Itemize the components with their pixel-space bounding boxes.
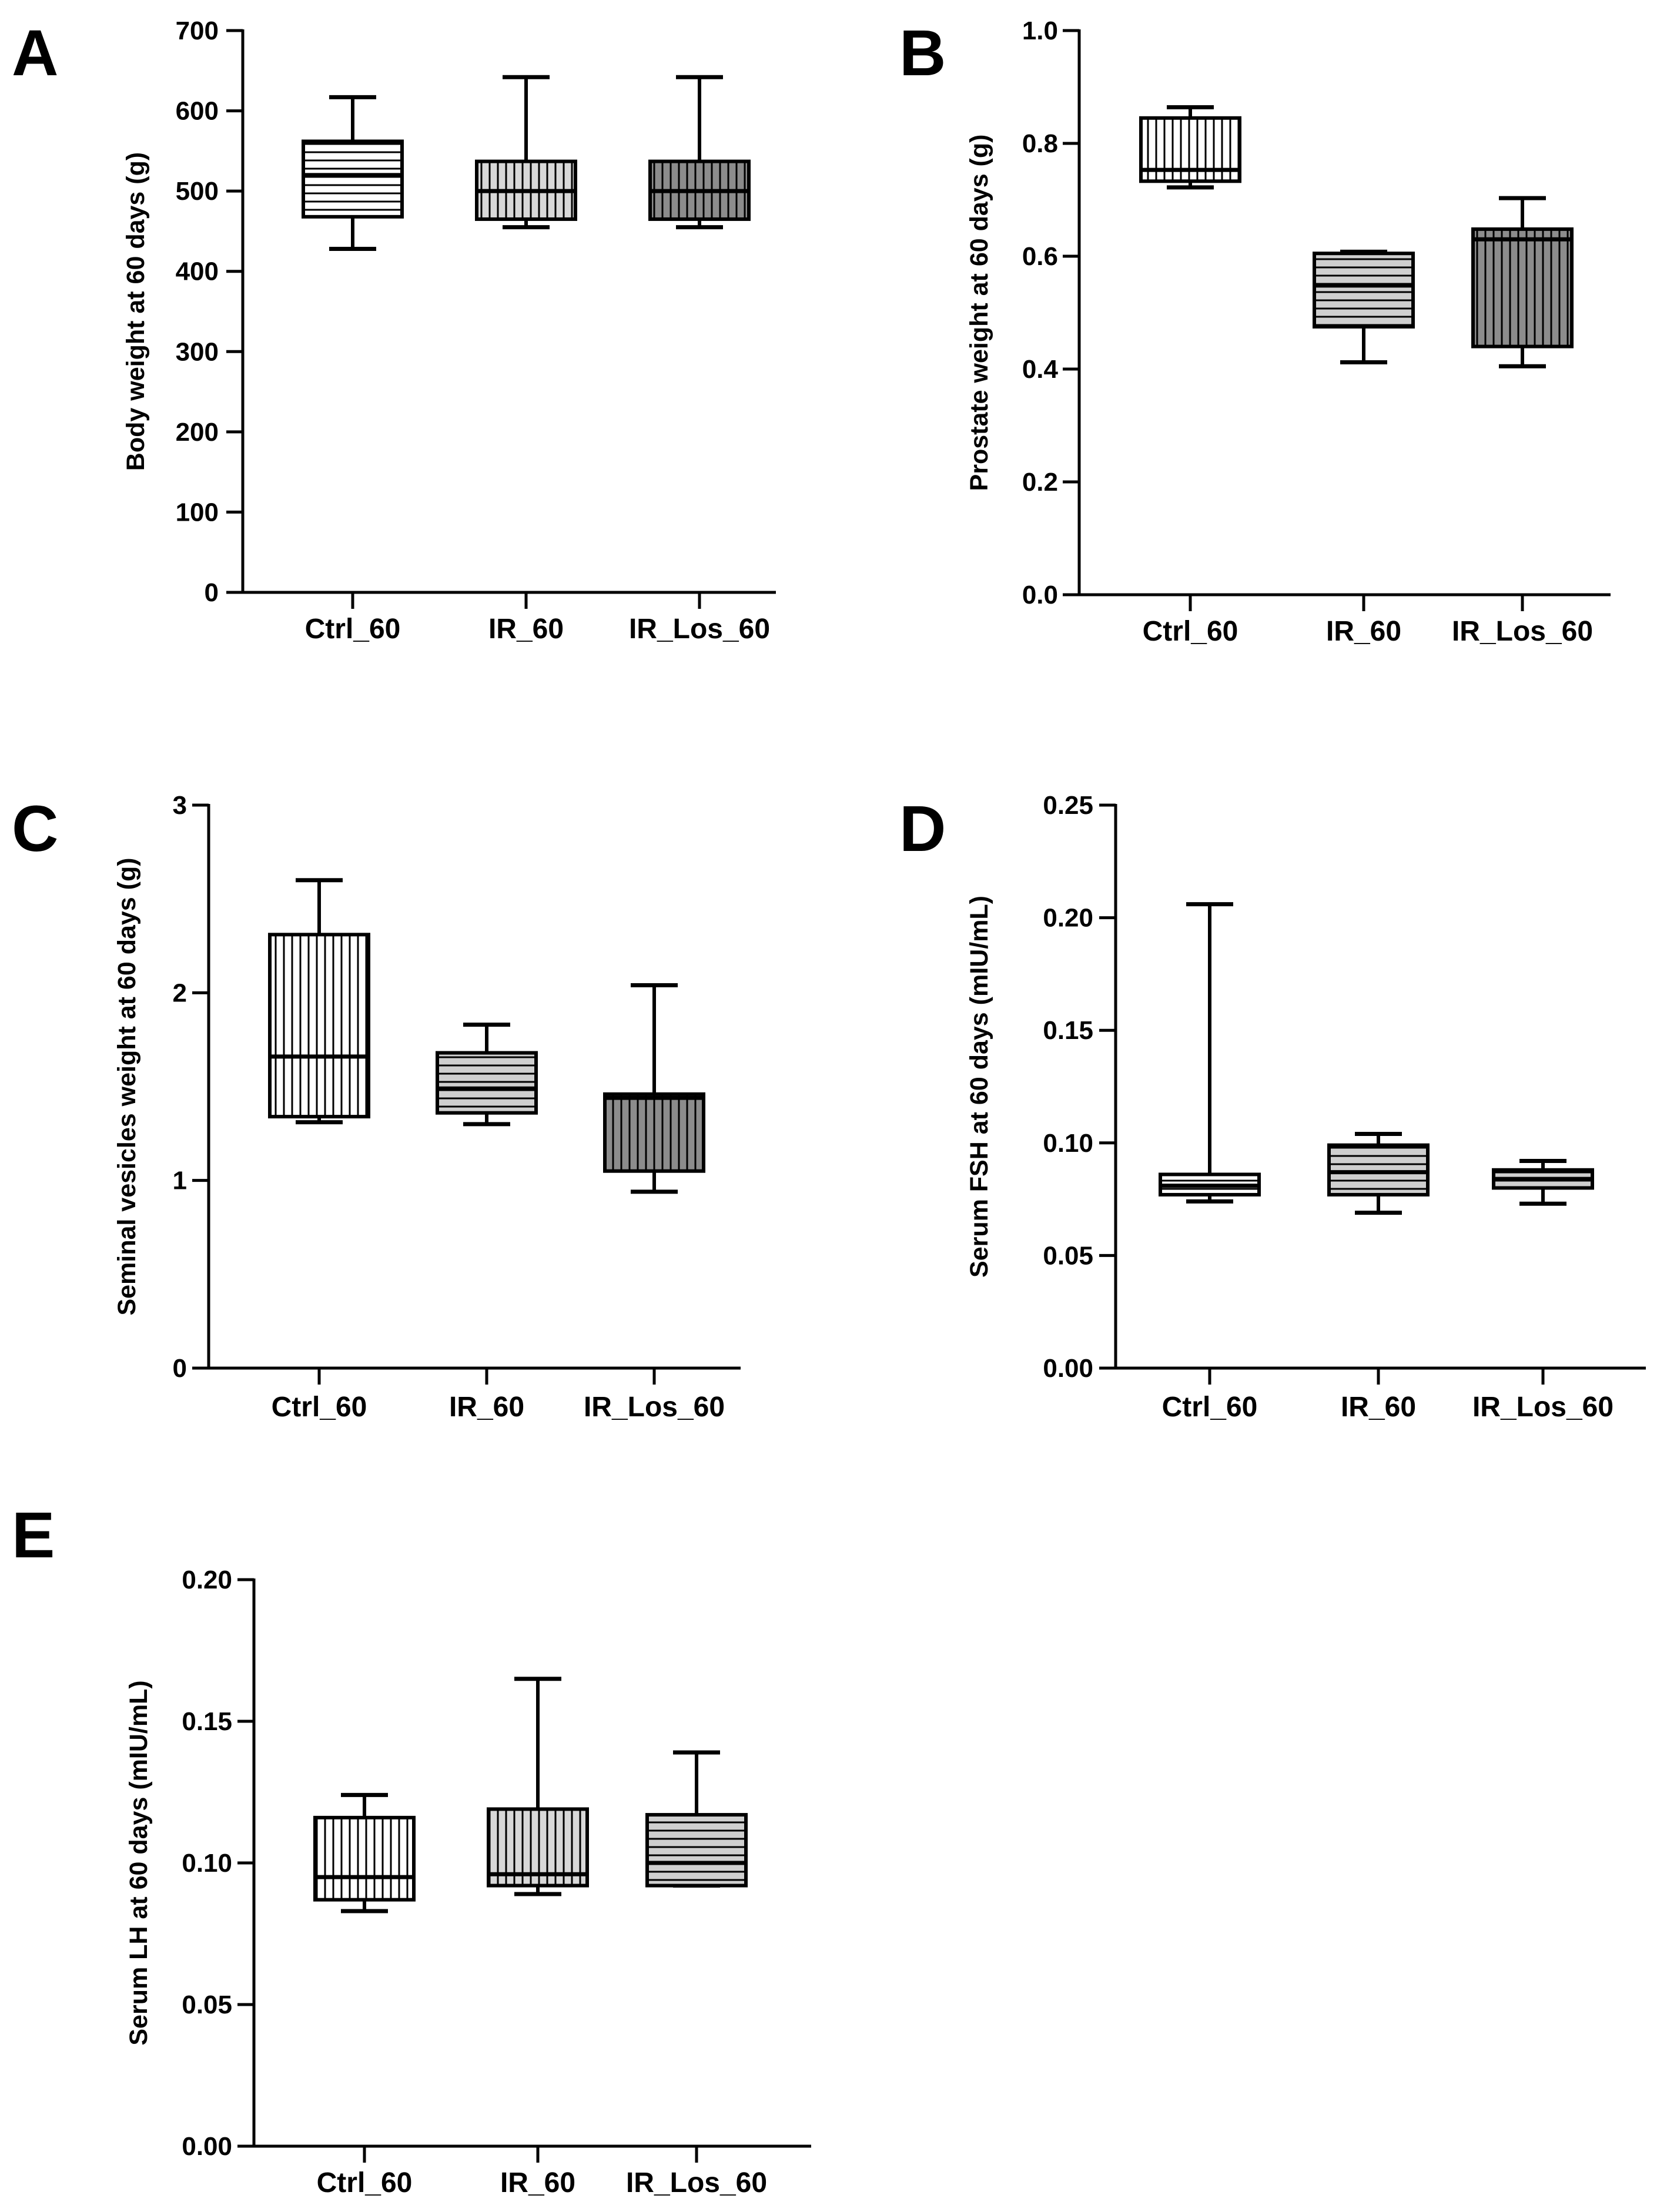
y-axis-title: Prostate weight at 60 days (g) [965,135,993,491]
y-tick-label: 500 [176,177,219,206]
x-category-label: IR_Los_60 [626,2167,767,2198]
box-iqr [313,1815,416,1902]
x-category-label: IR_Los_60 [629,614,770,645]
panel-letter: A [12,17,58,89]
box-ir-60: IR_60 [436,1023,538,1423]
y-tick-label: 0.05 [182,1990,232,2019]
y-tick-label: 0 [205,578,219,607]
box-iqr [1471,227,1574,348]
box-iqr [268,933,370,1119]
box-ir-los-60: IR_Los_60 [584,983,725,1423]
panel-letter: B [899,17,946,89]
chart-panel-c: C 0 1 2 3 Seminal vesicles weight at 60 days … [12,791,741,1423]
y-tick-label: 0 [173,1354,187,1383]
box-iqr [603,1092,705,1173]
y-tick-label: 0.10 [182,1849,232,1878]
box-ir-los-60: IR_Los_60 [1472,1158,1614,1423]
y-tick-label: 1 [173,1167,187,1195]
chart-panel-a: A 0 100 200 300 400 500 600 700 Body weight at 60… [12,16,776,645]
y-tick-label: 1.0 [1022,16,1058,45]
x-category-label: IR_60 [1341,1392,1416,1423]
y-axis-title: Serum FSH at 60 days (mIU/mL) [965,896,993,1278]
box-ir-60: IR_60 [487,1677,589,2198]
y-tick-label: 0.05 [1043,1241,1093,1270]
x-category-label: Ctrl_60 [272,1392,367,1423]
y-tick-label: 0.20 [182,1566,232,1594]
x-category-label: Ctrl_60 [1162,1392,1258,1423]
y-tick-label: 0.15 [1043,1016,1093,1045]
y-tick-label: 0.2 [1022,468,1058,497]
chart-panel-d: D 0.00 0.05 0.10 0.15 0.20 0.25 Serum FSH at 60… [899,791,1646,1423]
box-iqr [436,1051,538,1115]
y-axis-title: Seminal vesicles weight at 60 days (g) [113,857,141,1315]
box-ctrl-60: Ctrl_60 [1139,105,1241,647]
y-tick-label: 200 [176,418,219,447]
y-tick-label: 2 [173,978,187,1007]
box-iqr [1313,252,1415,329]
y-axis-title: Body weight at 60 days (g) [122,152,150,471]
y-tick-label: 600 [176,97,219,126]
x-category-label: IR_60 [1326,616,1401,647]
box-ctrl-60: Ctrl_60 [313,1792,416,2198]
y-tick-label: 300 [176,337,219,366]
y-tick-label: 400 [176,257,219,286]
x-category-label: IR_Los_60 [584,1392,725,1423]
box-ir-60: IR_60 [1313,249,1415,647]
box-iqr [302,139,404,219]
chart-panel-e: E 0.00 0.05 0.10 0.15 0.20 Serum LH at 60 days… [12,1499,811,2198]
x-category-label: IR_Los_60 [1452,616,1593,647]
x-category-label: IR_60 [449,1392,524,1423]
y-tick-label: 100 [176,498,219,527]
box-ir-los-60: IR_Los_60 [626,1750,767,2198]
x-category-label: Ctrl_60 [317,2167,413,2198]
y-tick-label: 0.20 [1043,904,1093,933]
box-ir-60: IR_60 [475,75,577,645]
panel-letter: E [12,1499,55,1571]
y-tick-label: 0.25 [1043,791,1093,820]
x-category-label: Ctrl_60 [305,614,401,645]
chart-panel-b: B 0.0 0.2 0.4 0.6 0.8 1.0 Prostate weight at 60… [899,16,1611,647]
box-ctrl-60: Ctrl_60 [1159,902,1261,1423]
y-tick-label: 0.4 [1022,355,1059,384]
box-ir-los-60: IR_Los_60 [629,75,770,645]
box-ir-60: IR_60 [1327,1131,1430,1423]
box-iqr [645,1813,748,1888]
y-tick-label: 0.00 [1043,1354,1093,1383]
panel-letter: C [12,793,58,865]
box-ctrl-60: Ctrl_60 [268,878,370,1423]
panel-letter: D [899,793,946,865]
x-category-label: Ctrl_60 [1143,616,1238,647]
y-tick-label: 0.6 [1022,242,1058,271]
y-tick-label: 0.15 [182,1707,232,1736]
y-tick-label: 0.0 [1022,581,1058,609]
y-tick-label: 700 [176,16,219,45]
y-tick-label: 0.8 [1022,129,1058,158]
y-tick-label: 0.10 [1043,1129,1093,1158]
x-category-label: IR_60 [500,2167,575,2198]
y-tick-label: 3 [173,791,187,820]
y-tick-label: 0.00 [182,2132,232,2161]
x-category-label: IR_Los_60 [1472,1392,1614,1423]
y-axis-title: Serum LH at 60 days (mIU/mL) [125,1680,153,2045]
box-ir-los-60: IR_Los_60 [1452,196,1593,647]
box-iqr [1327,1143,1430,1197]
x-category-label: IR_60 [488,614,564,645]
box-ctrl-60: Ctrl_60 [302,95,404,645]
